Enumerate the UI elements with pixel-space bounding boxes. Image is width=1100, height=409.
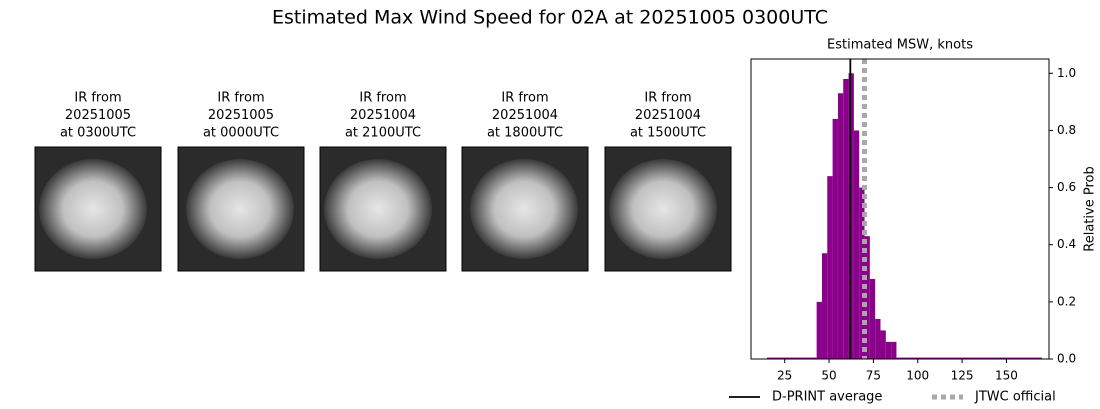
legend-label: D-PRINT average bbox=[772, 390, 882, 405]
bar bbox=[896, 357, 1042, 359]
x-tick-label: 100 bbox=[906, 369, 929, 383]
bar bbox=[837, 93, 844, 360]
bar bbox=[853, 130, 860, 359]
ir-image-cloud bbox=[324, 159, 432, 259]
bar bbox=[832, 119, 838, 359]
panel-label: 20251004 bbox=[492, 108, 558, 123]
bar bbox=[816, 301, 822, 359]
ir-image-cloud bbox=[39, 159, 147, 259]
panel-label: 20251004 bbox=[635, 108, 701, 123]
y-tick-label: 0.0 bbox=[1057, 352, 1076, 366]
y-tick-label: 0.6 bbox=[1057, 180, 1076, 194]
bar bbox=[875, 319, 881, 359]
plot-frame bbox=[750, 58, 1050, 360]
ir-image-cloud bbox=[470, 159, 578, 259]
y-axis-label: Relative Prob bbox=[1083, 166, 1098, 251]
legend-label: JTWC official bbox=[974, 390, 1056, 405]
panel-label: IR from bbox=[74, 91, 121, 106]
bar bbox=[880, 330, 886, 359]
y-tick-label: 0.8 bbox=[1057, 123, 1076, 137]
x-tick-label: 75 bbox=[866, 369, 881, 383]
bar bbox=[885, 341, 892, 359]
ir-image-cloud bbox=[186, 159, 294, 259]
panel-label: IR from bbox=[217, 91, 264, 106]
panel-label: IR from bbox=[359, 91, 406, 106]
x-tick-label: 150 bbox=[995, 369, 1018, 383]
panel-label: at 2100UTC bbox=[345, 126, 421, 141]
panel-label: 20251004 bbox=[350, 108, 416, 123]
bar bbox=[821, 253, 828, 359]
bar bbox=[891, 341, 897, 359]
bar bbox=[869, 279, 876, 359]
y-tick-label: 1.0 bbox=[1057, 66, 1076, 80]
panel-label: 20251005 bbox=[65, 108, 131, 123]
bar bbox=[864, 236, 870, 359]
bar bbox=[859, 187, 865, 359]
x-tick-label: 50 bbox=[821, 369, 836, 383]
y-tick-label: 0.4 bbox=[1057, 237, 1076, 251]
ir-image-cloud bbox=[609, 159, 717, 259]
panel-label: at 1500UTC bbox=[630, 126, 706, 141]
panel-label: IR from bbox=[644, 91, 691, 106]
y-tick-label: 0.2 bbox=[1057, 294, 1076, 308]
panel-label: at 0300UTC bbox=[60, 126, 136, 141]
x-tick-label: 25 bbox=[777, 369, 792, 383]
chart-title: Estimated MSW, knots bbox=[827, 38, 973, 53]
panel-label: at 1800UTC bbox=[487, 126, 563, 141]
panel-label: at 0000UTC bbox=[203, 126, 279, 141]
bar bbox=[766, 357, 817, 359]
panel-label: IR from bbox=[501, 91, 548, 106]
figure-title: Estimated Max Wind Speed for 02A at 2025… bbox=[272, 7, 828, 29]
panel-label: 20251005 bbox=[208, 108, 274, 123]
bar bbox=[843, 79, 849, 359]
bar bbox=[827, 176, 833, 359]
x-tick-label: 125 bbox=[951, 369, 974, 383]
